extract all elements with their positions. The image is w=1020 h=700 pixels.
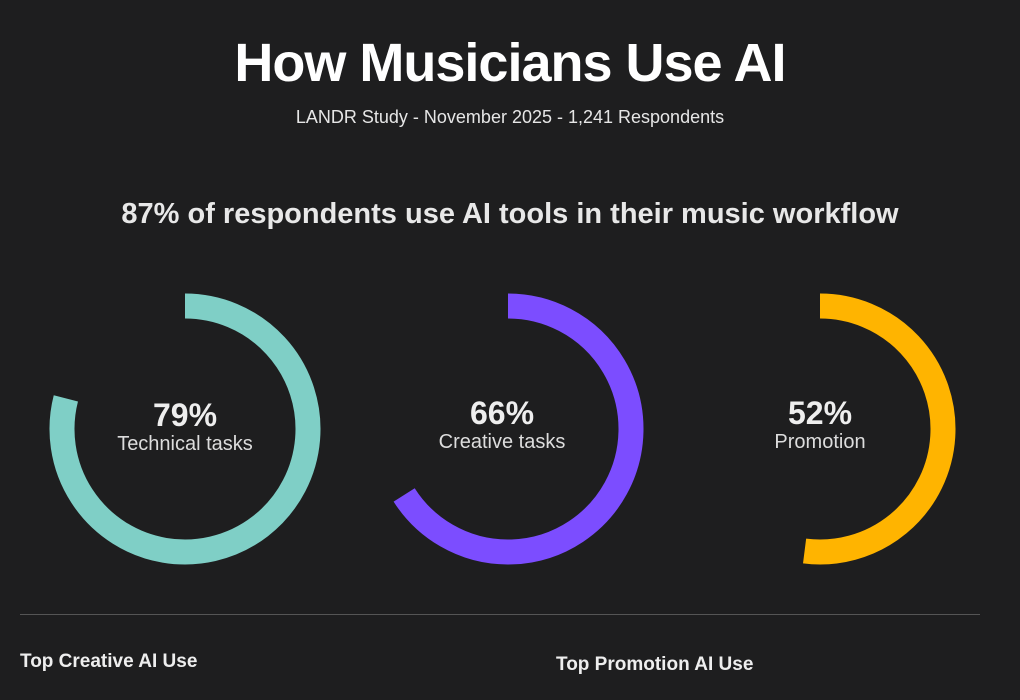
donut-arc-creative-tasks [393,293,644,565]
donut-label-promotion: 52% Promotion [690,396,950,454]
donut-label-technical: 79% Technical tasks [55,398,315,456]
donut-arc-technical-tasks [49,293,321,565]
divider [20,614,980,615]
donut-arc-promotion [803,293,956,565]
donut-value: 79% [152,397,218,433]
donut-category: Promotion [774,431,866,453]
donut-category: Technical tasks [117,433,253,455]
section-title-promotion: Top Promotion AI Use [556,654,754,675]
page-title: How Musicians Use AI [234,33,786,93]
donut-value: 66% [469,395,535,431]
section-title-creative: Top Creative AI Use [20,651,198,672]
donut-label-creative: 66% Creative tasks [372,396,632,454]
donut-value: 52% [787,395,853,431]
page-subtitle: LANDR Study - November 2025 - 1,241 Resp… [295,107,725,127]
donut-category: Creative tasks [438,431,566,453]
headline-stat: 87% of respondents use AI tools in their… [121,198,899,230]
